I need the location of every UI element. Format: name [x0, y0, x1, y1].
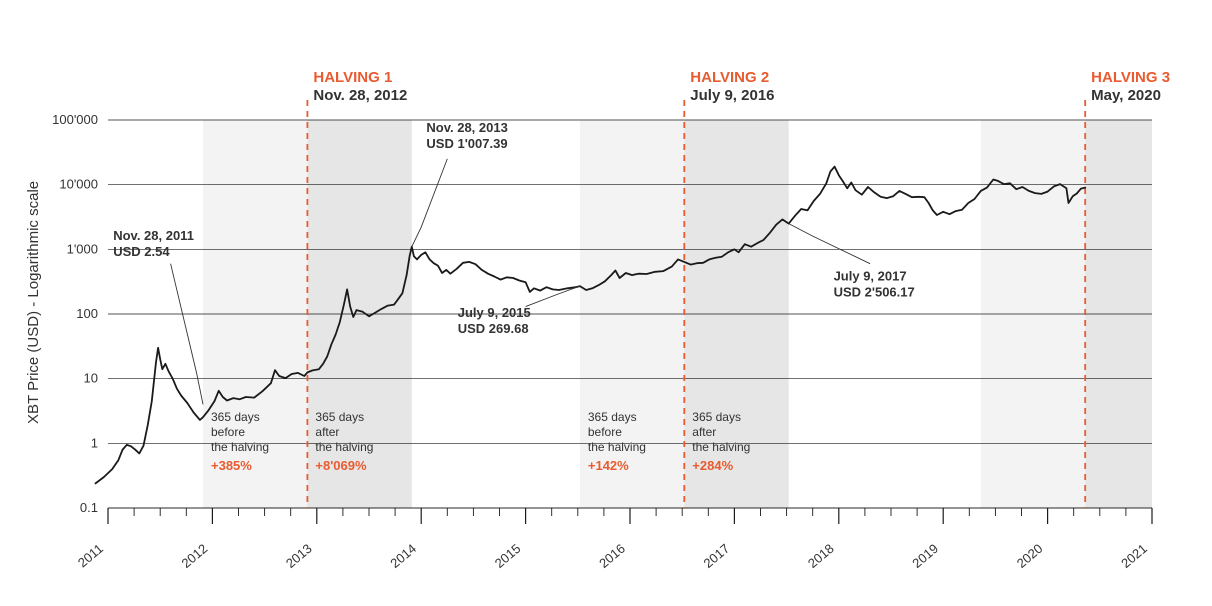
y-tick-label: 1 [91, 435, 98, 450]
period-line: the halving [692, 440, 750, 454]
callout-line2: USD 2.54 [113, 244, 170, 259]
period-line: the halving [315, 440, 373, 454]
y-axis-title: XBT Price (USD) - Logarithmic scale [25, 181, 42, 424]
period-line: before [211, 425, 245, 439]
halving-title: HALVING 3 [1091, 69, 1170, 86]
halving-title: HALVING 1 [313, 69, 392, 86]
callout-line1: Nov. 28, 2013 [426, 120, 507, 135]
y-tick-label: 1'000 [67, 241, 98, 256]
period-line: 365 days [315, 410, 364, 424]
period-line: before [588, 425, 622, 439]
chart-container: 0.1 1 10 100 1'000 10'000 100'000 XBT Price (US… [0, 0, 1212, 606]
halving-date: Nov. 28, 2012 [313, 87, 407, 104]
halving-title: HALVING 2 [690, 69, 769, 86]
callout-line2: USD 269.68 [458, 321, 529, 336]
period-line: the halving [211, 440, 269, 454]
callout-line1: Nov. 28, 2011 [113, 228, 194, 243]
period-line: after [692, 425, 716, 439]
halving-date: May, 2020 [1091, 87, 1161, 104]
callout-line1: July 9, 2015 [458, 305, 531, 320]
callout-line2: USD 1'007.39 [426, 136, 507, 151]
period-pct: +8'069% [315, 458, 367, 473]
chart-svg: 0.1 1 10 100 1'000 10'000 100'000 XBT Price (US… [0, 0, 1212, 606]
period-line: after [315, 425, 339, 439]
y-tick-label: 100'000 [52, 112, 98, 127]
y-tick-label: 10 [84, 371, 98, 386]
period-pct: +284% [692, 458, 733, 473]
y-tick-label: 10'000 [59, 177, 98, 192]
callout-line2: USD 2'506.17 [834, 284, 915, 299]
period-pct: +142% [588, 458, 629, 473]
period-line: 365 days [211, 410, 260, 424]
period-line: 365 days [692, 410, 741, 424]
y-tick-label: 0.1 [80, 500, 98, 515]
y-tick-label: 100 [76, 306, 98, 321]
period-line: the halving [588, 440, 646, 454]
halving-date: July 9, 2016 [690, 87, 774, 104]
period-line: 365 days [588, 410, 637, 424]
period-pct: +385% [211, 458, 252, 473]
callout-line1: July 9, 2017 [834, 268, 907, 283]
